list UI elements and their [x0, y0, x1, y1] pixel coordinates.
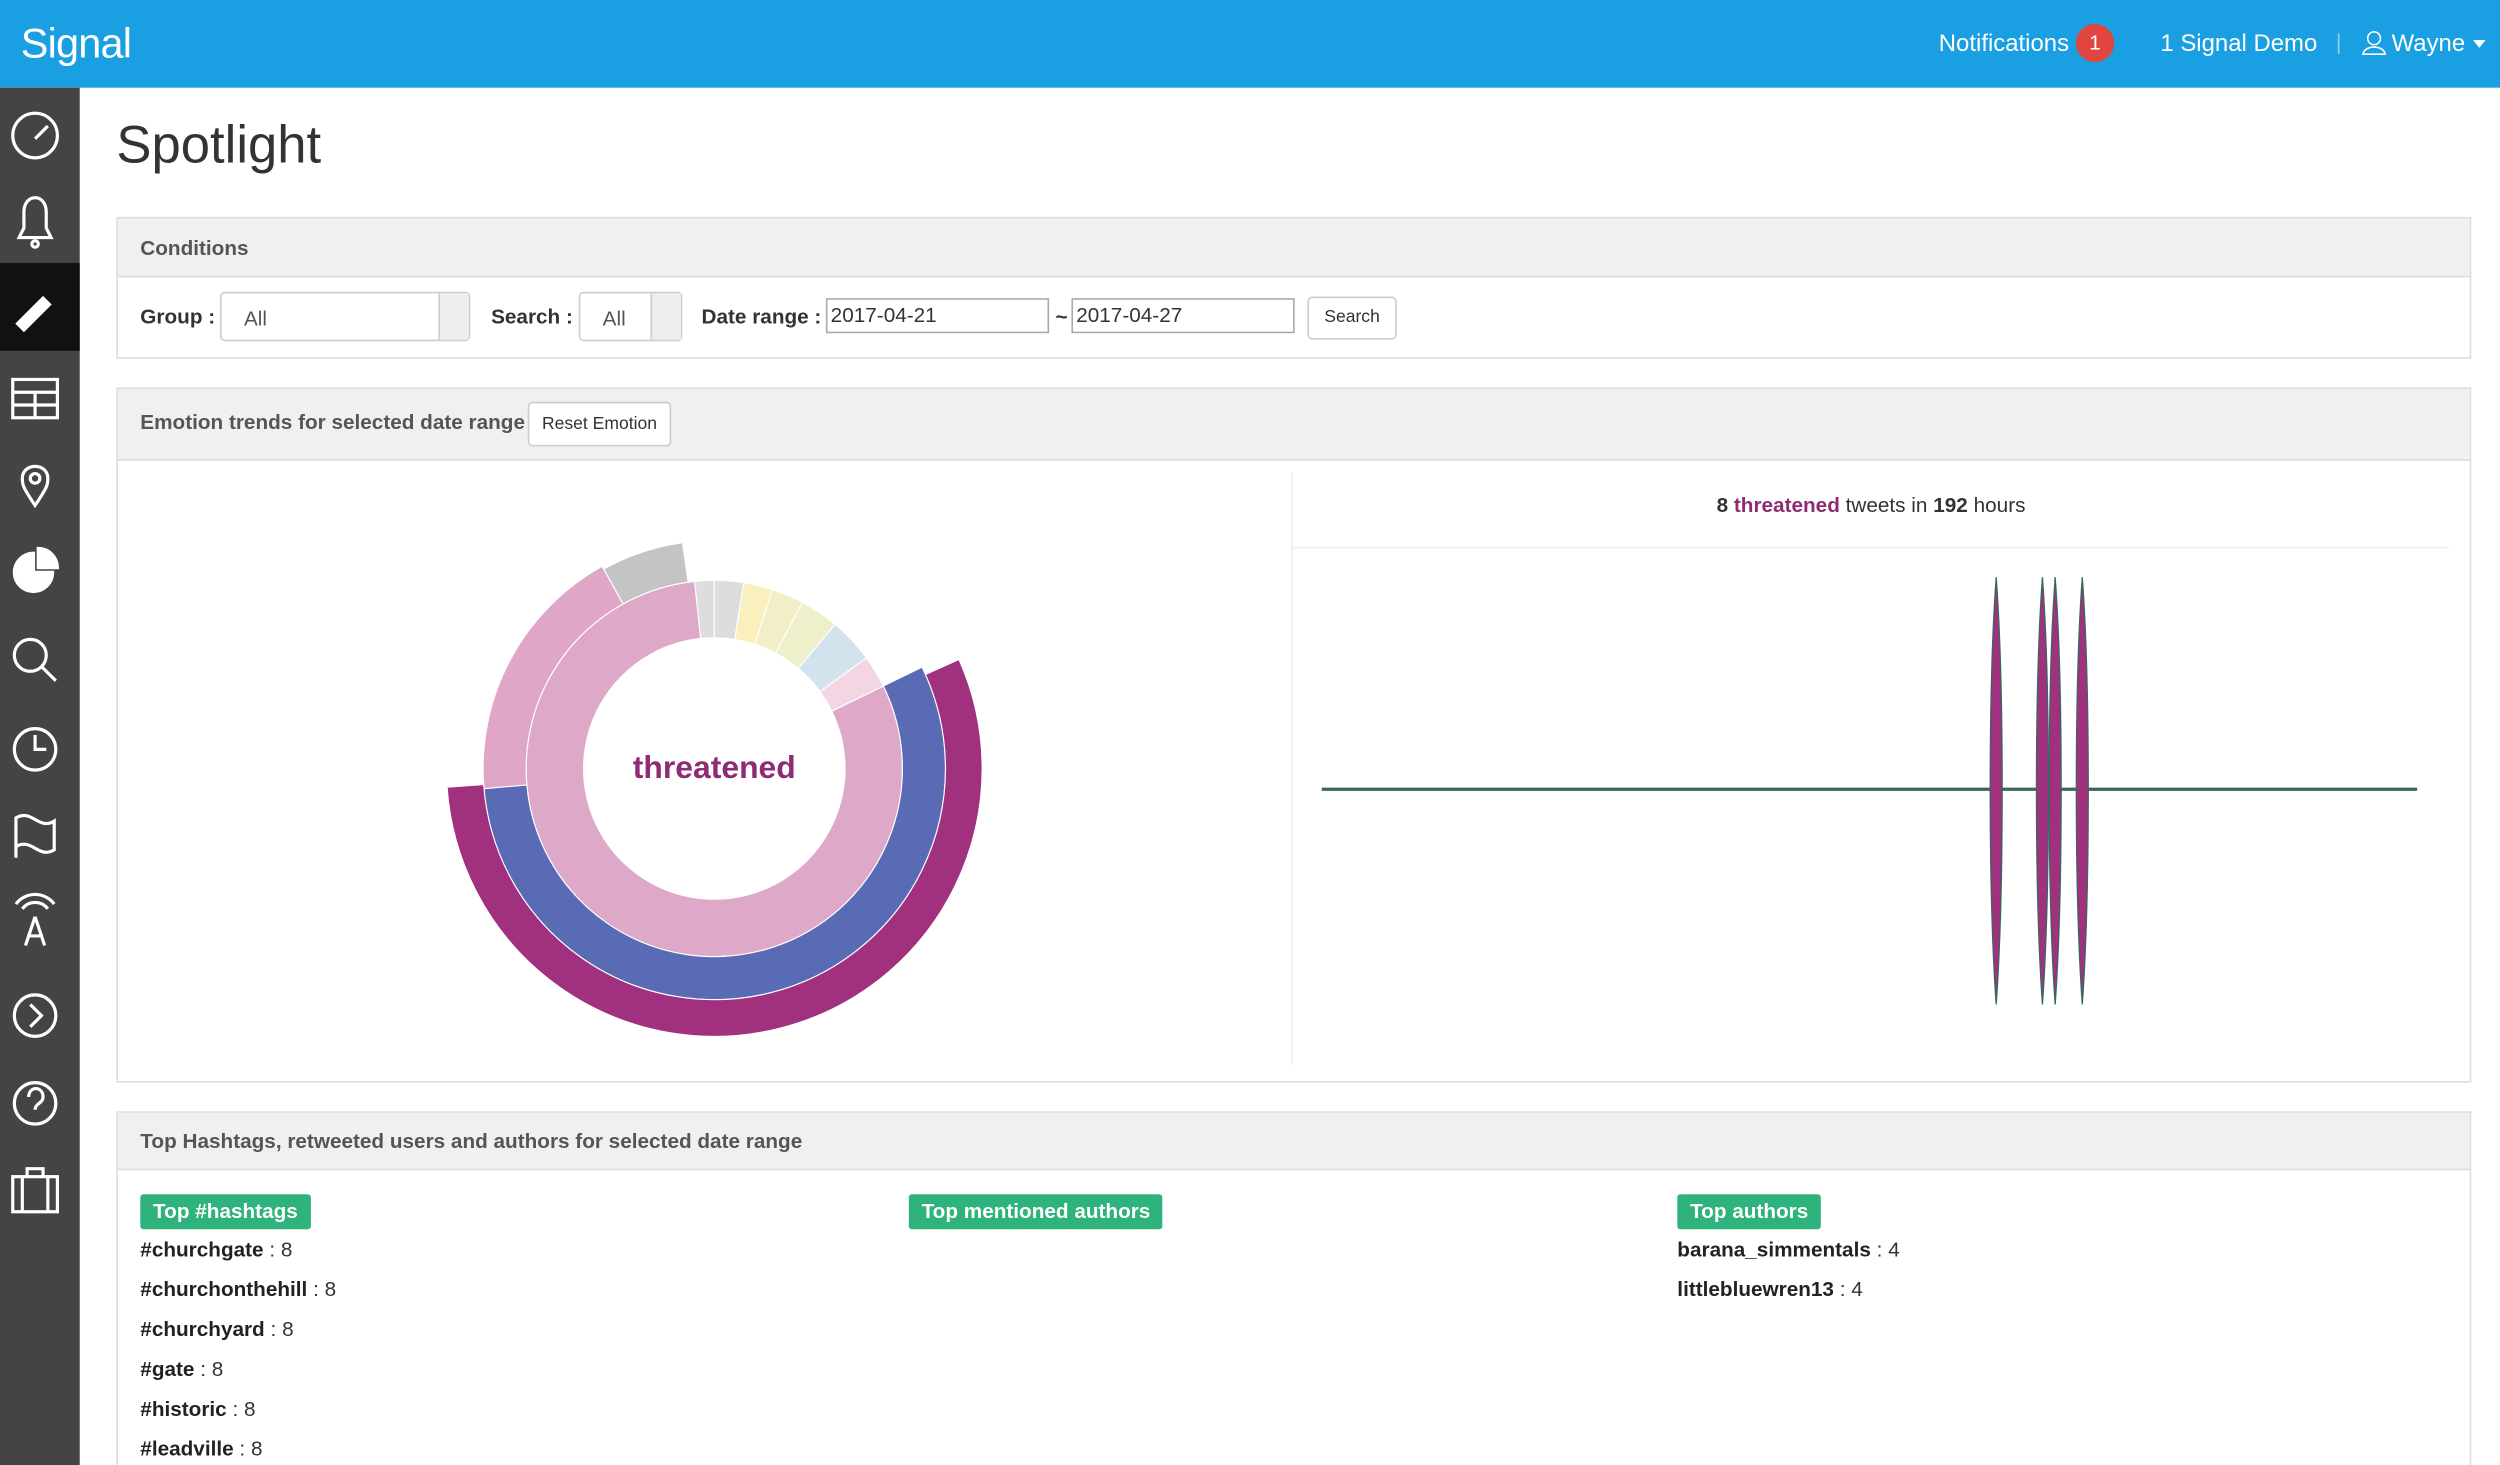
list-item: #churchonthehill : 8: [140, 1277, 336, 1301]
select-arrow: [438, 293, 469, 340]
org-link[interactable]: 1 Signal Demo: [2160, 30, 2318, 58]
item-separator: :: [1839, 1277, 1846, 1302]
date-separator: ~: [1055, 304, 1068, 329]
list-item: #historic : 8: [140, 1397, 255, 1421]
summary-hours: 192: [1933, 492, 1968, 517]
trend-chart: [1321, 577, 2418, 1005]
item-name: barana_simmentals: [1677, 1237, 1871, 1262]
summary-text: hours: [1973, 492, 2026, 517]
sunburst-segment: [482, 565, 624, 790]
list-item: #gate : 8: [140, 1357, 223, 1381]
conditions-panel: Conditions Group : All Search : All Date…: [116, 216, 2472, 359]
list-item: barana_simmentals : 4: [1677, 1237, 1899, 1261]
item-separator: :: [313, 1277, 319, 1302]
list-label: Top mentioned authors: [908, 1194, 1164, 1230]
sunburst-segment: [446, 658, 983, 1037]
brand[interactable]: Signal: [20, 19, 132, 67]
item-count: 4: [1888, 1237, 1900, 1262]
select-arrow: [650, 293, 681, 340]
list-item: #churchyard : 8: [140, 1317, 293, 1341]
panel-heading: Top Hashtags, retweeted users and author…: [117, 1112, 2470, 1171]
item-separator: :: [270, 1316, 277, 1341]
item-count: 8: [324, 1277, 337, 1302]
item-separator: :: [200, 1356, 207, 1381]
notification-badge[interactable]: 1: [2075, 23, 2115, 63]
item-name: #churchonthehill: [140, 1277, 308, 1302]
top-bar: Signal Notifications 1 1 Signal Demo | W…: [0, 0, 2500, 88]
sidebar: [0, 87, 80, 1465]
item-separator: :: [1876, 1237, 1883, 1262]
panel-title: Emotion trends for selected date range: [140, 409, 526, 434]
search-button[interactable]: Search: [1307, 296, 1397, 340]
divider: |: [2335, 28, 2342, 55]
divider: [1293, 546, 2449, 549]
date-from-input[interactable]: 2017-04-21: [825, 298, 1050, 334]
group-label: Group :: [140, 304, 216, 329]
sunburst-segment: [602, 542, 689, 605]
item-separator: :: [269, 1237, 276, 1262]
panel-heading: Conditions: [117, 218, 2470, 278]
search-select[interactable]: All: [578, 291, 683, 342]
select-value: All: [243, 306, 267, 331]
list-item: #churchgate : 8: [140, 1237, 292, 1261]
spike: [2075, 577, 2089, 1005]
item-name: #leadville: [140, 1436, 234, 1461]
sunburst-segment: [819, 657, 885, 712]
summary-count: 8: [1716, 492, 1729, 517]
spike: [2035, 577, 2050, 1005]
summary-text: tweets in: [1845, 492, 1928, 517]
group-select[interactable]: All: [220, 291, 471, 342]
item-name: #gate: [140, 1356, 195, 1381]
summary: 8 threatened tweets in 192 hours: [1293, 493, 2449, 517]
item-name: #churchgate: [140, 1237, 264, 1262]
notifications-link[interactable]: Notifications: [1938, 30, 2070, 58]
panel-heading: Emotion trends for selected date range: [117, 389, 2470, 461]
user-menu[interactable]: Wayne: [2391, 30, 2466, 58]
search-label: Search :: [491, 304, 573, 329]
date-label: Date range :: [701, 304, 822, 329]
caret: [2472, 39, 2486, 48]
item-count: 8: [244, 1396, 256, 1421]
item-separator: :: [232, 1396, 239, 1421]
sunburst-center-label: threatened: [633, 749, 796, 785]
item-name: littlebluewren13: [1677, 1277, 1834, 1302]
sunburst[interactable]: [446, 542, 983, 1037]
list-item: #leadville : 8: [140, 1437, 262, 1461]
divider: [1291, 471, 1294, 1066]
reset-emotion-button[interactable]: Reset Emotion: [527, 401, 672, 447]
select-value: All: [602, 306, 626, 331]
item-count: 4: [1851, 1277, 1863, 1302]
date-to-input[interactable]: 2017-04-27: [1071, 298, 1295, 334]
nav-icons[interactable]: [0, 88, 80, 1465]
summary-emotion: threatened: [1733, 492, 1840, 517]
spike: [2048, 577, 2062, 1005]
item-count: 8: [282, 1316, 294, 1341]
user-icon: [2361, 31, 2387, 56]
item-name: #churchyard: [140, 1316, 265, 1341]
spike: [1989, 577, 2003, 1005]
item-separator: :: [239, 1436, 246, 1461]
item-count: 8: [280, 1237, 293, 1262]
page-title: Spotlight: [116, 114, 322, 174]
item-name: #historic: [140, 1396, 227, 1421]
top-panel: Top Hashtags, retweeted users and author…: [116, 1111, 2472, 1465]
list-label: Top #hashtags: [140, 1194, 311, 1230]
list-item: littlebluewren13 : 4: [1677, 1277, 1863, 1301]
list-label: Top authors: [1677, 1194, 1822, 1230]
item-count: 8: [211, 1356, 224, 1381]
item-count: 8: [250, 1436, 263, 1461]
